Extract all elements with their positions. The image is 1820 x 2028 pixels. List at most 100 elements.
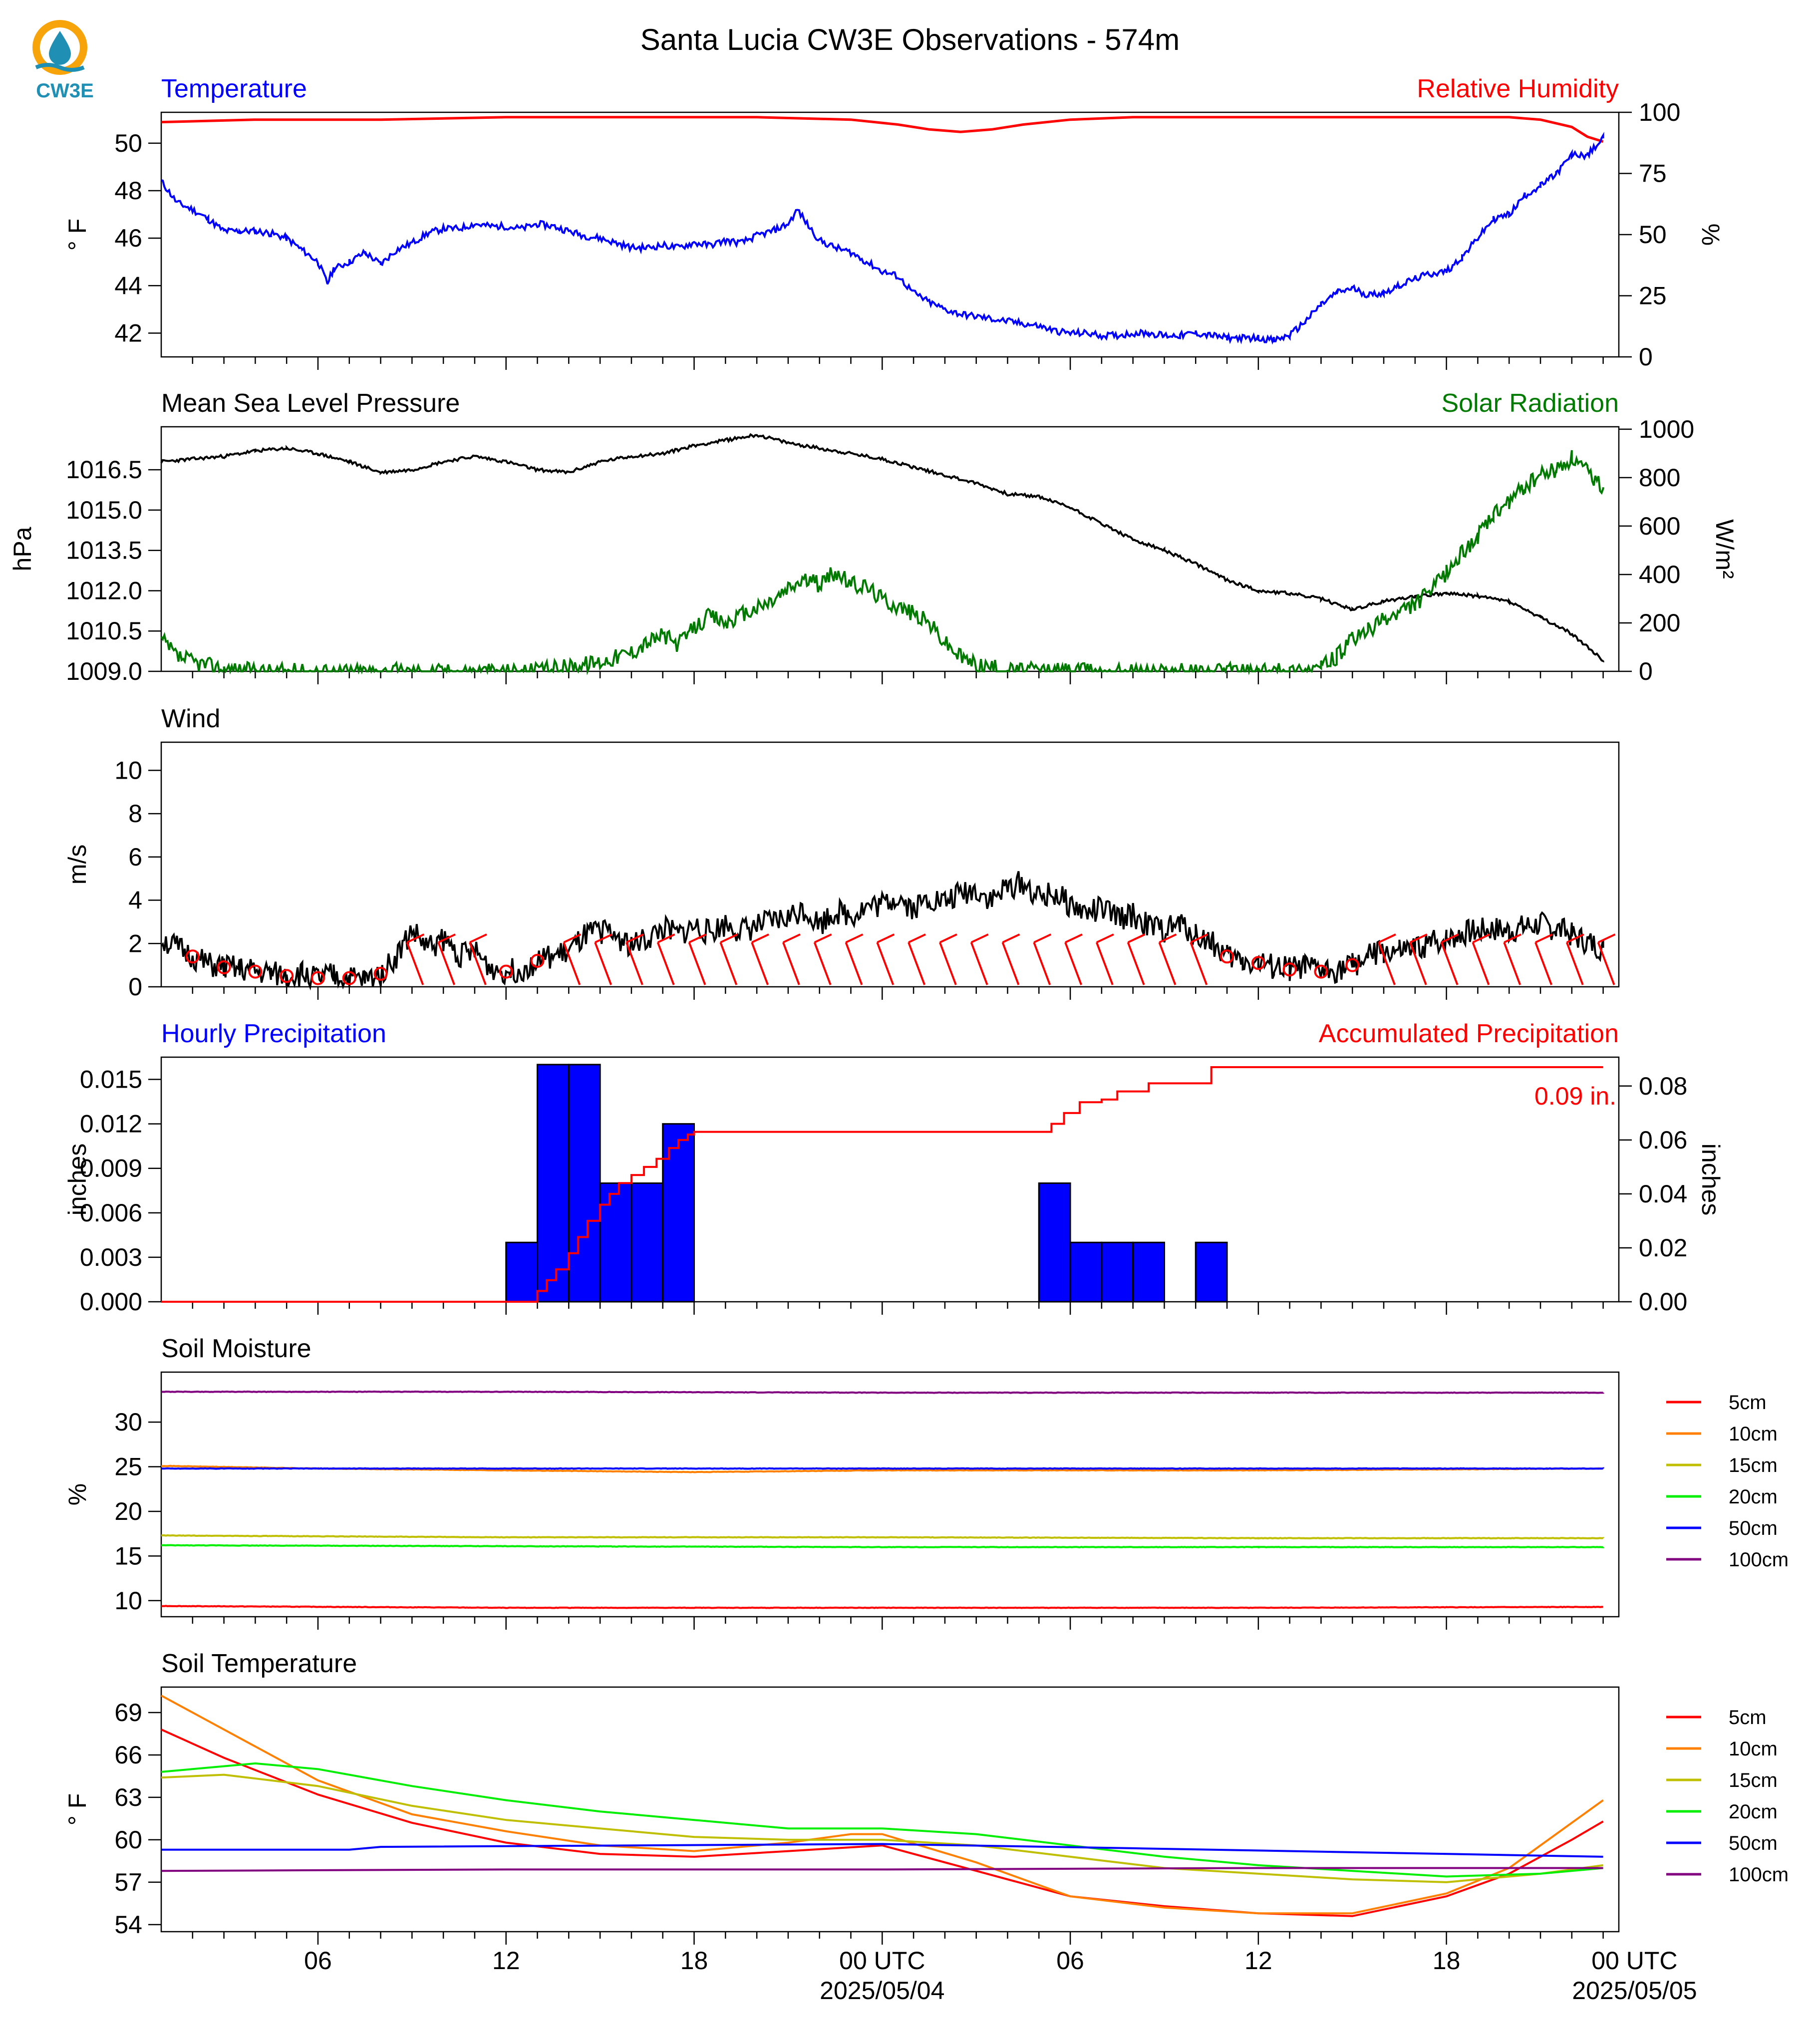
wind-barb-staff (1472, 942, 1490, 985)
wind-barb-staff (406, 942, 424, 985)
y-tick-label: 42 (114, 319, 142, 347)
wind-barb-staff (1409, 942, 1427, 985)
y-tick-label: 1010.5 (66, 617, 142, 645)
wind-barb-staff (1095, 942, 1114, 985)
wind-barb-flag (1472, 933, 1491, 943)
precip-bar (537, 1064, 570, 1303)
x-date-label: 2025/05/04 (820, 1977, 944, 2005)
x-tick-label: 12 (1244, 1947, 1272, 1975)
wind-barb-staff (719, 942, 738, 985)
y-right-tick-label: 400 (1639, 561, 1680, 588)
y-tick-label: 1015.0 (66, 496, 142, 524)
y-tick-label: 1013.5 (66, 537, 142, 565)
x-tick-label: 18 (680, 1947, 708, 1975)
precip-bar (1195, 1241, 1228, 1303)
x-tick-label: 18 (1433, 1947, 1461, 1975)
y-right-tick-label: 75 (1639, 160, 1667, 188)
y-tick-label: 48 (114, 177, 142, 205)
wind-barb-flag (626, 933, 644, 943)
wind-barb-flag (939, 933, 957, 943)
wind-calm-marker (248, 964, 263, 979)
wind-barb-staff (1565, 942, 1584, 985)
y-tick-label: 25 (114, 1453, 142, 1481)
plot-frame (160, 111, 1620, 358)
wind-barb-flag (1504, 933, 1522, 943)
wind-barb-flag (1409, 933, 1428, 943)
y-axis-label: ° F (63, 1793, 91, 1825)
legend-label: 15cm (1729, 1454, 1778, 1476)
series-line-15cm (161, 1534, 1604, 1540)
wind-barb-staff (656, 942, 675, 985)
series-line-100cm (161, 1390, 1604, 1394)
plot-frame (160, 741, 1620, 988)
panel-title-left: Temperature (161, 74, 307, 103)
y-tick-label: 2 (128, 929, 142, 957)
series-line-50cm (161, 1467, 1604, 1470)
series-line-temperature (161, 132, 1604, 345)
logo-text: CW3E (36, 80, 94, 102)
wind-barb-staff (1158, 942, 1177, 985)
wind-barb-flag (657, 933, 675, 943)
wind-barb-flag (595, 933, 612, 943)
wind-barb-staff (688, 942, 706, 985)
plot-frame (160, 1056, 1620, 1303)
series-line-5cm (161, 1605, 1603, 1609)
figure-title: Santa Lucia CW3E Observations - 574m (640, 23, 1180, 56)
y-tick-label: 0.006 (80, 1199, 142, 1227)
wind-barb-staff (845, 942, 863, 985)
panel-title-left: Wind (161, 704, 220, 733)
y-tick-label: 10 (114, 756, 142, 784)
precip-bar (568, 1064, 601, 1303)
y-tick-label: 0.012 (80, 1110, 142, 1138)
panel-title-right: Relative Humidity (1417, 74, 1619, 103)
plot-frame (160, 426, 1620, 672)
wind-barb-staff (1127, 942, 1145, 985)
wind-calm-marker (1282, 962, 1297, 977)
series-line-pressure (160, 433, 1604, 663)
precip-bar (505, 1241, 539, 1303)
wind-barb-flag (720, 933, 738, 943)
y-tick-label: 0.000 (80, 1288, 142, 1316)
y-tick-label: 69 (114, 1699, 142, 1727)
wind-barb-flag (1597, 933, 1616, 943)
series-line-20cm (161, 1544, 1604, 1549)
wind-calm-marker (1345, 958, 1360, 972)
series-line-100cm (161, 1867, 1603, 1872)
y-right-tick-label: 50 (1639, 221, 1667, 249)
precip-bar (662, 1123, 695, 1303)
precip-bar (1038, 1182, 1071, 1303)
y-axis-label: m/s (63, 845, 91, 885)
wind-barb-staff (908, 942, 925, 985)
wind-calm-marker (1251, 956, 1265, 970)
y-right-tick-label: 0.04 (1639, 1180, 1687, 1208)
series-line-5cm (161, 1729, 1604, 1917)
wind-barb-staff (1534, 942, 1552, 985)
y-tick-label: 0.009 (80, 1155, 142, 1182)
wind-barb-flag (1535, 933, 1553, 943)
legend-label: 15cm (1729, 1769, 1778, 1791)
panel-title-right: Accumulated Precipitation (1319, 1019, 1619, 1048)
panel-title-left: Soil Moisture (161, 1334, 311, 1363)
series-line-20cm (161, 1762, 1603, 1878)
wind-barb-staff (813, 942, 832, 985)
legend-label: 50cm (1729, 1517, 1778, 1539)
panel-precipitation: 0.000 0.003 0.006 0.009 0.012 0.015 inches 0.00… (63, 1019, 1725, 1316)
wind-barb-flag (1002, 933, 1020, 943)
wind-barb-flag (814, 933, 832, 943)
precip-bar (1132, 1241, 1165, 1303)
x-tick-label: 00 UTC (839, 1947, 925, 1975)
y-tick-label: 66 (114, 1741, 142, 1769)
series-line-relative-humidity (161, 116, 1604, 143)
wind-calm-marker (280, 969, 294, 983)
wind-barb-flag (469, 933, 487, 943)
precip-bar (1069, 1241, 1103, 1303)
series-line-10cm (161, 1695, 1604, 1915)
y-tick-label: 20 (114, 1497, 142, 1525)
wind-barb-flag (1159, 933, 1177, 943)
wind-barb-flag (1096, 933, 1114, 943)
series-line-solar-radiation (160, 450, 1604, 675)
precip-bar (599, 1182, 632, 1303)
y-right-tick-label: 0 (1639, 657, 1653, 685)
y-right-tick-label: 25 (1639, 282, 1667, 310)
